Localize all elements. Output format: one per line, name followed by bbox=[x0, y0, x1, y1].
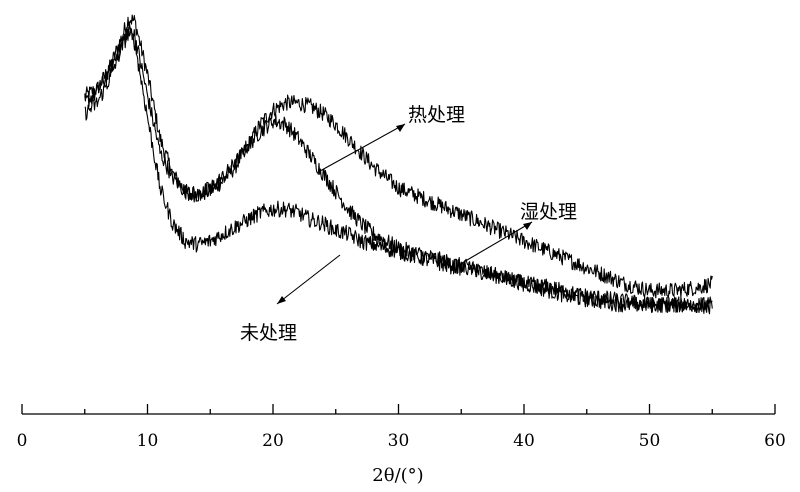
series-line-1 bbox=[84, 14, 713, 299]
series-line-2 bbox=[84, 22, 713, 314]
x-tick-label: 50 bbox=[639, 431, 661, 451]
arrow-head-wet-treated bbox=[523, 222, 532, 230]
arrow-head-heat-treated bbox=[396, 124, 405, 132]
arrow-wet-treated bbox=[461, 221, 533, 264]
x-tick-label: 40 bbox=[513, 431, 535, 451]
arrow-untreated bbox=[276, 254, 341, 305]
annotation-arrows bbox=[276, 123, 533, 305]
x-tick-label: 60 bbox=[764, 431, 786, 451]
series-layer bbox=[84, 14, 713, 315]
series-label-untreated: 未处理 bbox=[240, 322, 297, 344]
arrow-heat-treated bbox=[319, 123, 406, 172]
x-tick-label: 30 bbox=[388, 431, 410, 451]
series-label-wet-treated: 湿处理 bbox=[520, 201, 577, 223]
series-line-3 bbox=[84, 27, 713, 315]
x-tick-label: 20 bbox=[262, 431, 284, 451]
x-tick-label: 0 bbox=[17, 431, 28, 451]
x-tick-label: 10 bbox=[137, 431, 159, 451]
series-label-heat-treated: 热处理 bbox=[408, 104, 465, 126]
arrow-head-untreated bbox=[277, 296, 286, 304]
x-axis-title: 2θ/(°) bbox=[372, 465, 423, 486]
x-axis-ticks: 0 10 20 30 40 50 60 bbox=[17, 404, 786, 451]
